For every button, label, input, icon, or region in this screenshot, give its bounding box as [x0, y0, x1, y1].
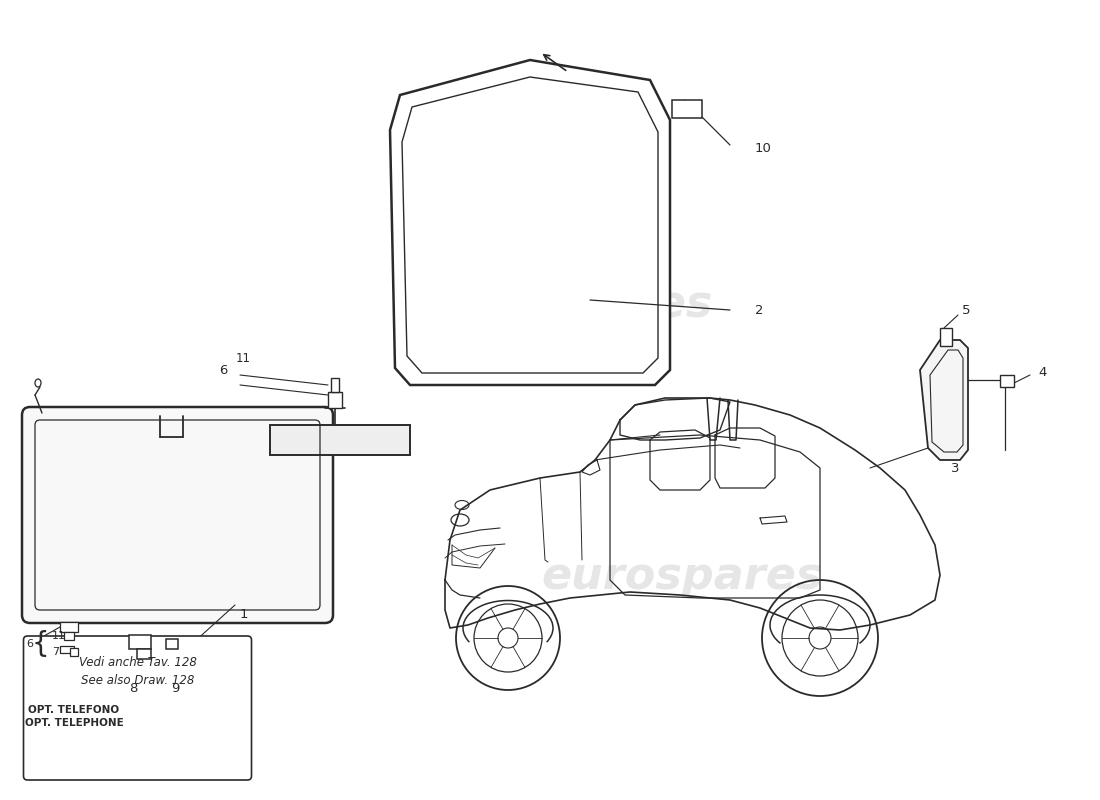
- Polygon shape: [28, 668, 120, 692]
- Bar: [672, 100, 702, 118]
- Text: 11: 11: [236, 351, 251, 365]
- Text: 3: 3: [950, 462, 959, 474]
- Polygon shape: [270, 425, 410, 455]
- Text: OPT. TELEFONO: OPT. TELEFONO: [29, 705, 120, 715]
- Bar: [70, 648, 78, 656]
- Bar: [331, 378, 339, 392]
- Text: 6: 6: [26, 639, 33, 649]
- Text: 5: 5: [962, 303, 970, 317]
- Bar: [60, 622, 78, 632]
- Bar: [64, 632, 74, 640]
- Text: {: {: [31, 630, 48, 658]
- Text: 7: 7: [52, 647, 59, 657]
- Polygon shape: [920, 340, 968, 460]
- Text: 11: 11: [52, 631, 66, 641]
- Text: 4: 4: [1038, 366, 1046, 379]
- Text: eurospares: eurospares: [541, 554, 823, 598]
- Polygon shape: [390, 60, 670, 385]
- Text: 1: 1: [240, 609, 249, 622]
- Text: OPT. TELEPHONE: OPT. TELEPHONE: [24, 718, 123, 728]
- Text: 9: 9: [170, 682, 179, 695]
- Text: 10: 10: [755, 142, 772, 154]
- Text: eurospares: eurospares: [101, 418, 383, 462]
- Text: See also Draw. 128: See also Draw. 128: [80, 674, 195, 686]
- Bar: [129, 635, 151, 649]
- Bar: [60, 646, 74, 653]
- Text: 8: 8: [129, 682, 138, 695]
- Bar: [166, 639, 178, 649]
- Text: 2: 2: [755, 303, 763, 317]
- Bar: [940, 328, 952, 346]
- Bar: [1000, 375, 1014, 387]
- Text: Vedi anche Tav. 128: Vedi anche Tav. 128: [78, 655, 197, 669]
- Text: eurospares: eurospares: [431, 282, 713, 326]
- FancyBboxPatch shape: [22, 407, 333, 623]
- Text: 6: 6: [220, 363, 228, 377]
- Bar: [328, 392, 342, 408]
- FancyBboxPatch shape: [23, 636, 252, 780]
- Bar: [138, 649, 151, 659]
